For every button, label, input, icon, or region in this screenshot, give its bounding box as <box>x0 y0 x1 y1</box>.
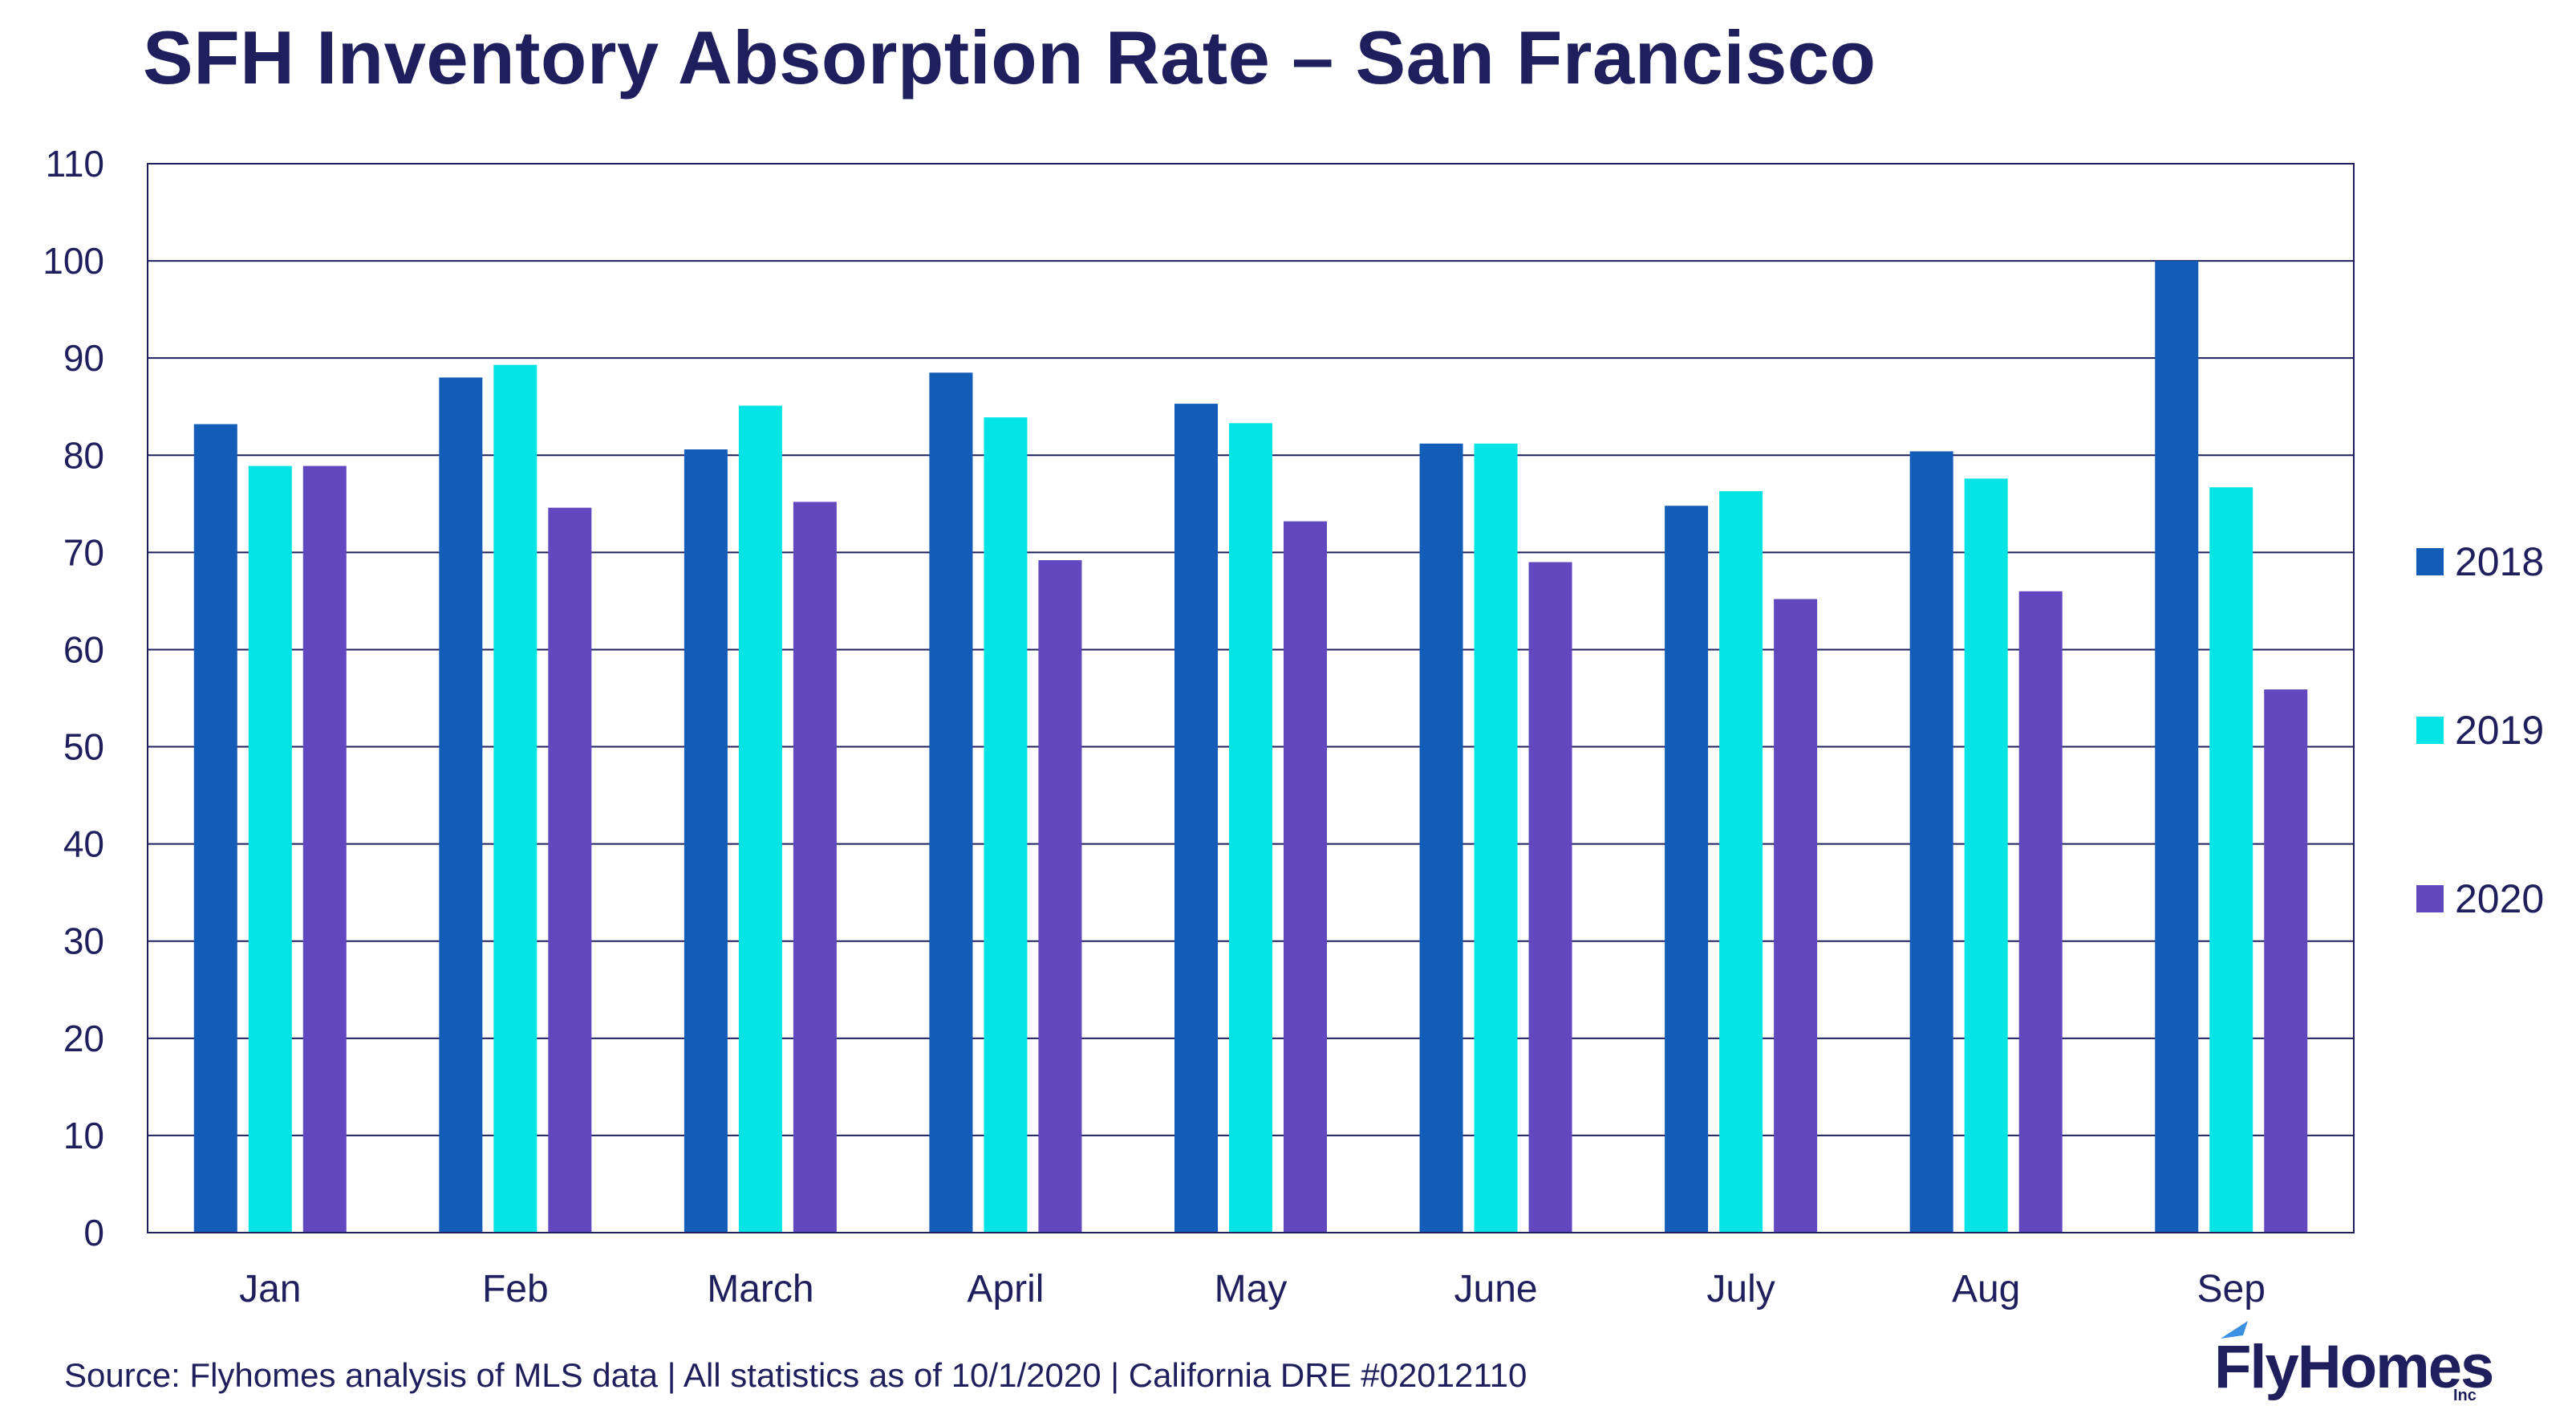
x-axis-ticks: Jan Feb March April May June July Aug Sep <box>239 1268 2266 1310</box>
y-tick-label: 0 <box>83 1212 104 1254</box>
bar-2019-sep <box>2209 487 2253 1233</box>
y-tick-label: 100 <box>43 240 104 282</box>
bar-2018-april <box>929 372 973 1233</box>
bar-2020-sep <box>2264 689 2308 1233</box>
flyhomes-logo: FlyHomes Inc <box>2214 1321 2503 1404</box>
y-tick-label: 90 <box>63 337 104 379</box>
bar-2020-jan <box>302 465 347 1233</box>
bar-2019-may <box>1229 423 1272 1233</box>
x-tick-label: Jan <box>239 1268 301 1310</box>
y-tick-label: 70 <box>63 531 104 573</box>
x-tick-label: May <box>1215 1268 1288 1310</box>
bar-2020-march <box>793 502 837 1233</box>
x-tick-label: Aug <box>1952 1268 2020 1310</box>
bar-2020-july <box>1774 599 1818 1233</box>
bar-2019-jan <box>248 465 292 1233</box>
bar-2019-april <box>984 417 1028 1233</box>
y-tick-label: 60 <box>63 628 104 670</box>
x-tick-label: March <box>707 1268 813 1310</box>
chart-title: SFH Inventory Absorption Rate – San Fran… <box>143 15 1876 100</box>
plot-frame <box>147 163 2355 1233</box>
legend: 2018 2019 2020 <box>2416 539 2544 921</box>
bars <box>193 261 2308 1233</box>
source-note: Source: Flyhomes analysis of MLS data | … <box>64 1356 1527 1394</box>
legend-label-2020: 2020 <box>2455 876 2544 921</box>
logo-suffix: Inc <box>2453 1387 2477 1404</box>
legend-swatch-2019 <box>2416 717 2444 744</box>
y-tick-label: 20 <box>63 1018 104 1059</box>
bar-2020-aug <box>2018 591 2063 1233</box>
x-tick-label: Sep <box>2197 1268 2266 1310</box>
y-tick-label: 30 <box>63 920 104 962</box>
y-tick-label: 10 <box>63 1115 104 1156</box>
legend-swatch-2018 <box>2416 548 2444 575</box>
legend-label-2018: 2018 <box>2455 539 2544 584</box>
bar-2020-april <box>1038 560 1082 1233</box>
legend-label-2019: 2019 <box>2455 708 2544 753</box>
y-tick-label: 40 <box>63 823 104 865</box>
x-tick-label: June <box>1454 1268 1538 1310</box>
logo-text: FlyHomes <box>2214 1333 2494 1401</box>
bar-2018-feb <box>439 377 483 1233</box>
bar-2018-march <box>684 449 728 1233</box>
bar-2019-aug <box>1964 478 2008 1233</box>
x-tick-label: July <box>1706 1268 1775 1310</box>
y-tick-label: 80 <box>63 434 104 476</box>
bar-2020-feb <box>548 507 592 1233</box>
bar-2018-sep <box>2155 261 2199 1233</box>
bar-2018-june <box>1419 443 1463 1233</box>
bar-2019-july <box>1719 491 1763 1233</box>
bar-2018-aug <box>1909 451 1953 1233</box>
bar-2018-july <box>1665 506 1709 1233</box>
y-axis-ticks: 0 10 20 30 40 50 60 70 80 90 100 110 <box>43 143 104 1254</box>
x-tick-label: Feb <box>482 1268 549 1310</box>
x-tick-label: April <box>967 1268 1044 1310</box>
legend-swatch-2020 <box>2416 885 2444 912</box>
y-tick-label: 110 <box>46 143 104 185</box>
bar-2020-may <box>1284 521 1327 1233</box>
bar-2018-may <box>1174 404 1218 1233</box>
bar-2018-jan <box>193 424 237 1233</box>
bar-2019-feb <box>493 364 538 1233</box>
bar-2020-june <box>1528 562 1572 1233</box>
bar-2019-june <box>1474 443 1518 1233</box>
y-tick-label: 50 <box>63 726 104 768</box>
flag-icon <box>2221 1321 2248 1339</box>
bar-2019-march <box>738 405 782 1233</box>
